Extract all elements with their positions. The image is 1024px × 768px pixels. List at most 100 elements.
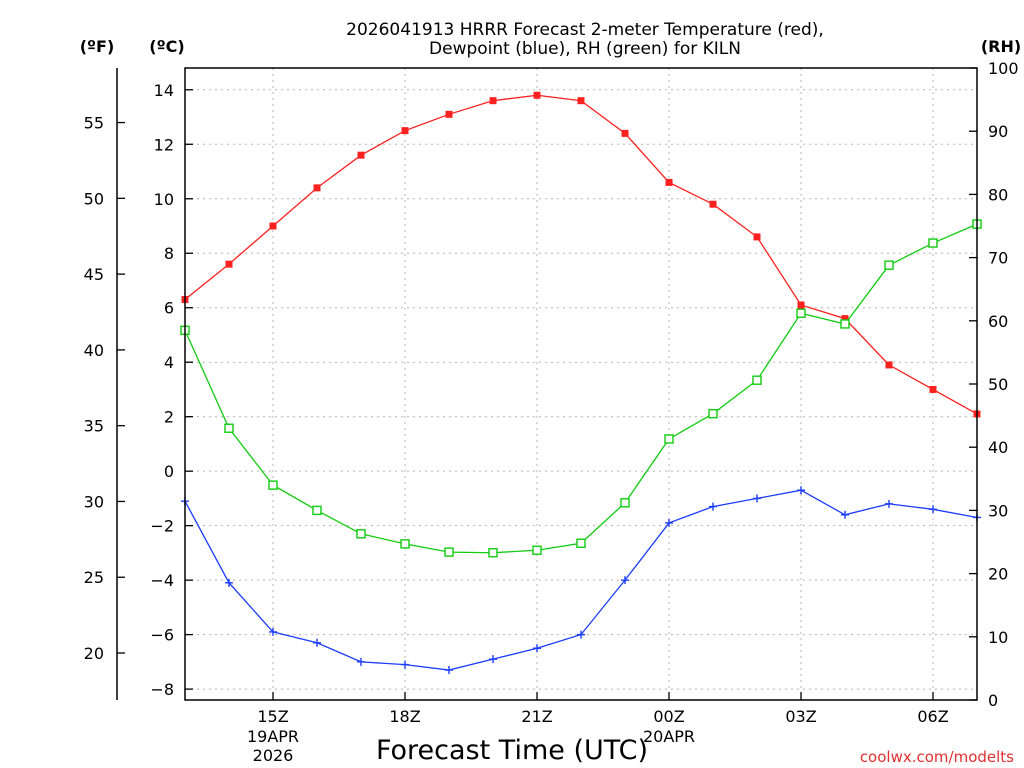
celsius-tick-label: −8	[150, 680, 174, 699]
data-point	[753, 233, 761, 241]
data-point	[620, 498, 630, 508]
data-point	[268, 480, 278, 490]
data-point	[840, 319, 850, 329]
rh-tick-label: 30	[988, 501, 1008, 520]
rh-tick-label: 60	[988, 312, 1008, 331]
fahrenheit-tick-label: 20	[84, 644, 104, 663]
data-point	[929, 385, 937, 393]
series-line	[184, 223, 978, 554]
plot-frame	[184, 67, 978, 701]
data-point	[312, 505, 322, 516]
data-point	[444, 547, 454, 557]
data-point	[797, 486, 805, 495]
data-point	[797, 301, 805, 309]
x-date-label: 20APR	[643, 727, 695, 746]
fahrenheit-tick-label: 30	[84, 492, 104, 511]
x-tick-label: 00Z	[653, 707, 684, 726]
data-point	[885, 499, 893, 508]
data-point	[532, 545, 542, 555]
celsius-tick-label: −6	[150, 626, 174, 645]
data-point	[224, 423, 234, 433]
data-point	[401, 660, 409, 669]
celsius-tick-label: 0	[164, 462, 174, 481]
data-point	[664, 434, 674, 444]
data-point	[885, 361, 893, 369]
fahrenheit-tick-label: 50	[84, 189, 104, 208]
data-point	[576, 538, 586, 548]
x-tick-label: 06Z	[917, 707, 948, 726]
celsius-tick-label: 4	[164, 353, 174, 372]
data-point	[533, 91, 541, 99]
x-axis-label: Forecast Time (UTC)	[376, 735, 648, 766]
celsius-tick-label: 10	[154, 190, 174, 209]
fahrenheit-tick-label: 55	[84, 114, 104, 133]
data-point	[356, 529, 366, 539]
series-layer	[180, 91, 982, 675]
grid-lines	[185, 68, 977, 700]
x-tick-label: 18Z	[389, 707, 420, 726]
chart-title-line-2: Dewpoint (blue), RH (green) for KILN	[429, 39, 741, 59]
x-year-label: 2026	[253, 746, 294, 765]
data-point	[841, 315, 849, 323]
celsius-tick-label: −2	[150, 517, 174, 536]
data-point	[928, 238, 938, 248]
data-point	[709, 200, 717, 208]
data-point	[489, 655, 497, 664]
fahrenheit-tick-label: 25	[84, 568, 104, 587]
celsius-tick-label: 14	[154, 81, 174, 100]
fahrenheit-unit-label: (ºF)	[80, 37, 115, 56]
data-point	[796, 308, 806, 318]
data-point	[313, 638, 321, 647]
data-point	[752, 375, 762, 385]
x-date-label: 19APR	[247, 727, 299, 746]
rh-axis: 0 10 20 30 40 50 60 70 80 90 100	[969, 59, 1019, 710]
data-point	[708, 409, 718, 419]
fahrenheit-tick-label: 40	[84, 341, 104, 360]
data-point	[709, 502, 717, 511]
series-2-meter-temperature	[181, 91, 981, 418]
celsius-tick-label: 12	[154, 135, 174, 154]
fahrenheit-tick-label: 35	[84, 417, 104, 436]
rh-tick-label: 70	[988, 249, 1008, 268]
data-point	[357, 151, 365, 159]
fahrenheit-tick-label: 45	[84, 265, 104, 284]
celsius-tick-label: −4	[150, 571, 174, 590]
rh-tick-label: 50	[988, 375, 1008, 394]
data-point	[400, 539, 410, 549]
data-point	[665, 178, 673, 186]
data-point	[445, 110, 453, 118]
data-point	[445, 666, 453, 675]
data-point	[401, 127, 409, 135]
rh-tick-label: 90	[988, 122, 1008, 141]
data-point	[357, 657, 365, 666]
x-tick-label: 15Z	[257, 707, 288, 726]
data-point	[929, 505, 937, 514]
data-point	[533, 644, 541, 653]
data-point	[621, 129, 629, 137]
data-point	[489, 97, 497, 105]
rh-tick-label: 20	[988, 565, 1008, 584]
fahrenheit-axis: 20 25 30 35 40 45 50 55	[84, 114, 125, 663]
data-point	[313, 184, 321, 192]
data-point	[225, 578, 233, 587]
celsius-tick-label: 6	[164, 299, 174, 318]
rh-tick-label: 0	[988, 691, 998, 710]
celsius-unit-label: (ºC)	[149, 37, 184, 56]
data-point	[577, 97, 585, 105]
data-point	[753, 494, 761, 503]
data-point	[841, 510, 849, 519]
celsius-tick-label: 2	[164, 408, 174, 427]
rh-tick-label: 40	[988, 438, 1008, 457]
data-point	[884, 260, 894, 270]
series-line	[184, 94, 978, 415]
rh-unit-label: (RH)	[981, 37, 1021, 56]
chart-title-line-1: 2026041913 HRRR Forecast 2-meter Tempera…	[346, 20, 824, 40]
x-tick-label: 21Z	[521, 707, 552, 726]
watermark-link[interactable]: coolwx.com/modelts	[860, 748, 1014, 766]
data-point	[269, 222, 277, 230]
rh-tick-label: 80	[988, 185, 1008, 204]
x-tick-label: 03Z	[785, 707, 816, 726]
data-point	[225, 260, 233, 268]
